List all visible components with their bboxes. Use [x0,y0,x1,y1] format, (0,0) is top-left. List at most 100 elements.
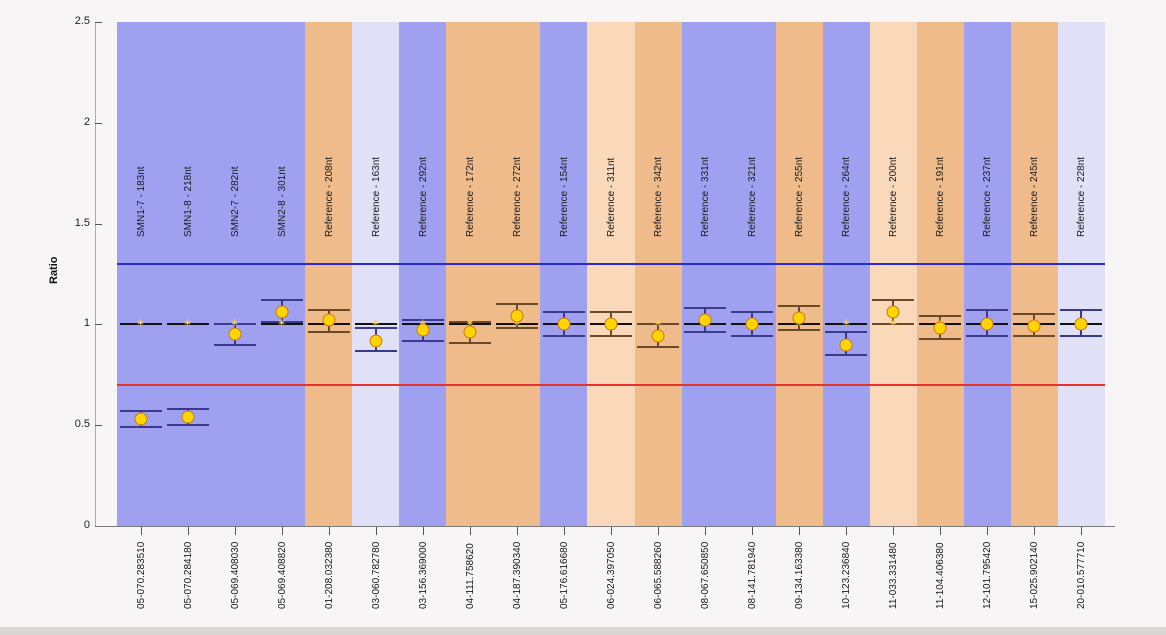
data-point[interactable] [322,313,336,327]
reference-star-marker: ✶ [512,317,522,330]
category-band [916,22,964,526]
errorbar-cap-upper [260,299,303,302]
x-tick-mark [658,527,660,535]
x-tick-label: 06-065.588260 [653,541,665,609]
category-band [540,22,588,526]
reference-star-marker: ✶ [418,318,427,330]
amplicon-label: Reference - 331nt [700,156,712,237]
reference-star-marker: ✶ [465,317,475,330]
data-point[interactable] [933,321,947,335]
errorbar-cap-upper [731,311,774,314]
errorbar-cap-upper [1060,309,1103,312]
reference-tick [354,323,397,326]
x-tick-mark [611,527,612,535]
y-axis-line [95,22,96,526]
data-point[interactable] [1027,319,1041,333]
y-tick-label: 0.5 [74,418,90,431]
errorbar-cap-upper [448,321,491,324]
amplicon-label: Reference - 228nt [1076,156,1088,237]
errorbar-cap-upper [119,410,162,413]
data-point[interactable] [651,329,665,343]
x-tick-mark [187,527,189,535]
errorbar-cap-lower [1013,335,1056,338]
y-tick-label: 2.5 [74,15,90,27]
data-point[interactable] [839,338,853,352]
data-point[interactable] [886,305,900,319]
amplicon-label: Reference - 264nt [841,156,853,237]
category-band [399,22,447,526]
data-point[interactable] [416,323,430,337]
x-tick-label: 03-156.369000 [417,541,429,609]
data-point[interactable] [980,317,994,331]
errorbar-cap-upper [590,311,632,314]
errorbar-cap-lower [590,335,632,338]
amplicon-label: Reference - 200nt [888,156,900,237]
x-tick-label: 06-024.397050 [606,541,617,609]
errorbar-cap-lower [637,345,680,348]
x-tick-label: 04-111.758620 [464,543,476,609]
errorbar-cap-lower [354,349,397,352]
category-band [1010,22,1058,526]
category-band [775,22,823,526]
errorbar-cap-upper [354,327,397,330]
category-band [1057,22,1105,526]
data-point[interactable] [604,317,618,331]
errorbar-cap-upper [166,408,209,411]
x-tick-mark [234,527,236,535]
data-point[interactable] [1074,317,1088,331]
data-point[interactable] [181,410,195,424]
x-tick-label: 04-187.390340 [511,541,523,609]
errorbar-cap-upper [872,299,915,302]
data-point[interactable] [745,317,759,331]
x-tick-label: 15-025.902140 [1029,541,1041,609]
data-point[interactable] [463,325,477,339]
data-point[interactable] [369,334,383,348]
amplicon-label: SMN1-8 - 218nt [182,166,194,237]
errorbar-cap-lower [495,327,538,330]
reference-tick [166,323,209,326]
x-tick-label: 10-123.236840 [841,541,853,609]
amplicon-label: Reference - 245nt [1029,156,1041,237]
data-point[interactable] [510,309,524,323]
x-tick-mark [563,527,565,535]
x-tick-mark [469,527,471,535]
errorbar-cap-lower [778,329,821,332]
data-point[interactable] [228,327,242,341]
plot-area: ✶✶✶✶✶✶✶✶✶✶✶✶✶✶✶✶✶✶✶✶✶ SMN1-7 - 183ntSMN1… [117,22,1105,526]
errorbar-cap-upper [307,309,350,312]
errorbar-cap-lower [825,353,868,356]
data-point[interactable] [557,317,571,331]
errorbar-cap-upper [637,323,680,326]
x-tick-mark [375,527,377,535]
y-tick-mark [95,425,102,427]
x-tick-label: 05-069.408030 [229,541,241,609]
x-tick-label: 08-067.650850 [700,541,712,609]
amplicon-label: Reference - 272nt [511,156,523,237]
amplicon-label: Reference - 321nt [747,156,759,237]
x-tick-mark [516,527,518,535]
amplicon-label: Reference - 191nt [935,156,947,237]
errorbar-cap-lower [872,323,915,326]
data-point[interactable] [275,305,289,319]
reference-star-marker: ✶ [841,317,851,330]
errorbar-cap-lower [260,321,303,324]
data-point[interactable] [698,313,712,327]
category-band [963,22,1011,526]
category-band [681,22,776,526]
x-axis-line [95,526,1115,527]
errorbar-cap-lower [966,335,1009,338]
amplicon-label: Reference - 163nt [370,156,382,237]
data-point[interactable] [134,412,148,426]
x-tick-mark [1034,527,1036,535]
amplicon-label: SMN1-7 - 183nt [135,166,147,237]
amplicon-label: Reference - 342nt [653,156,665,237]
errorbar-cap-upper [495,303,538,306]
x-tick-label: 11-033.331480 [888,542,900,609]
errorbar-cap-lower [119,426,162,429]
y-tick-label: 1 [83,317,90,330]
x-tick-label: 05-069.408820 [276,541,288,609]
errorbar-cap-lower [684,331,727,334]
data-point[interactable] [792,311,806,325]
reference-star-marker: ✶ [230,317,240,330]
canvas-bottom-strip [0,627,1166,635]
